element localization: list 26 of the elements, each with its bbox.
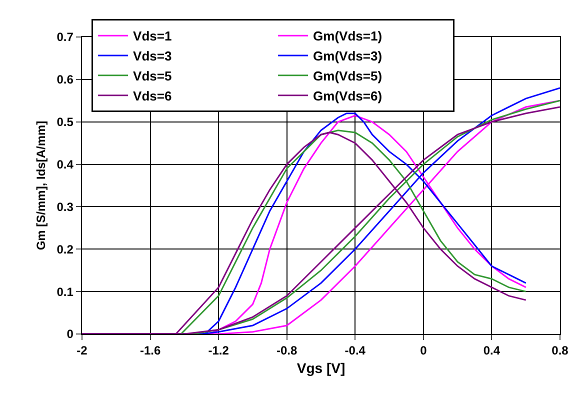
x-tick-label: -1.2 [208,344,230,358]
x-tick-label: -0.8 [276,344,298,358]
y-tick-label: 0.6 [56,72,74,87]
legend-label: Gm(Vds=3) [313,48,382,64]
legend-label: Vds=3 [133,48,172,64]
y-tick-label: 0.4 [56,157,74,172]
x-tick-label: 0 [420,344,428,358]
legend-label: Gm(Vds=6) [313,88,382,104]
x-tick-label: -2 [76,344,88,358]
x-tick-label: 0.8 [552,344,569,358]
y-tick-label: 0.2 [56,242,74,256]
x-tick-label: -0.4 [344,344,366,358]
y-tick-label: 0.7 [56,30,74,44]
y-axis-title: Gm [S/mm], Ids[A/mm] [34,120,48,250]
legend-label: Vds=6 [133,88,172,104]
x-tick-label: -1.6 [140,344,161,358]
y-tick-label: 0.1 [56,284,74,299]
x-tick-label: 0.4 [483,344,500,358]
legend-label: Gm(Vds=5) [313,68,382,84]
y-tick-label: 0 [66,327,74,342]
x-axis-title: Vgs [V] [296,360,346,376]
y-tick-label: 0.5 [56,115,74,130]
y-tick-label: 0.3 [56,200,74,214]
legend-label: Gm(Vds=1) [313,28,382,44]
legend-label: Vds=5 [133,68,172,84]
legend-label: Vds=1 [133,28,172,44]
